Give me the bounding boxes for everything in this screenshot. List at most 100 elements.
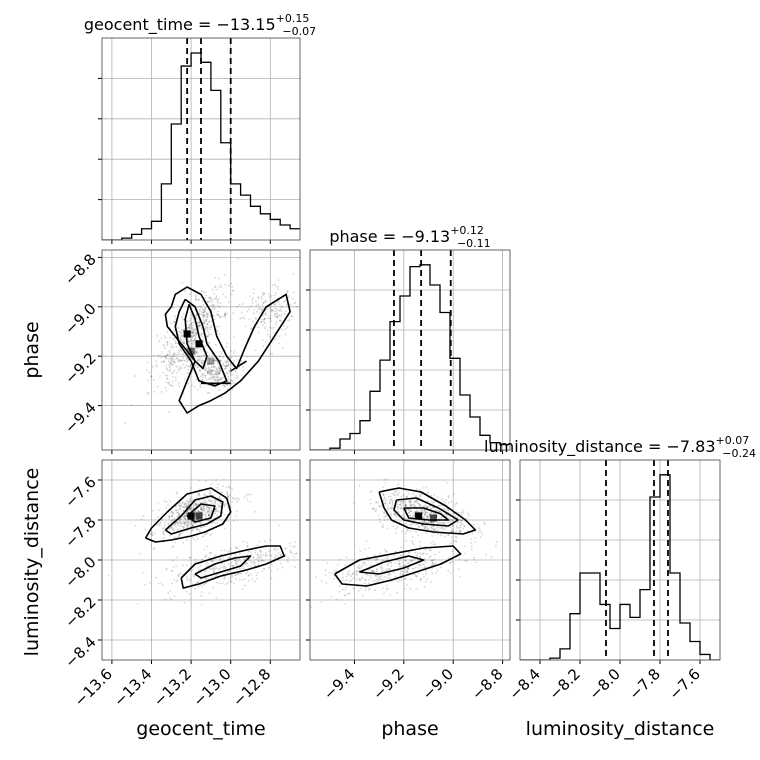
sample-point [424, 509, 427, 512]
sample-point [413, 505, 416, 508]
sample-point [428, 505, 431, 508]
sample-point [257, 560, 260, 562]
sample-point [207, 513, 210, 516]
sample-point [170, 343, 173, 345]
sample-point [246, 356, 249, 359]
sample-point [335, 570, 338, 573]
sample-point [250, 560, 253, 563]
sample-point [230, 561, 233, 564]
sample-point [409, 500, 412, 503]
sample-point [209, 490, 212, 493]
sample-point [384, 502, 387, 505]
sample-point [206, 370, 209, 373]
sample-point [179, 510, 182, 512]
sample-point [452, 541, 454, 544]
sample-point [175, 556, 178, 559]
sample-point [203, 548, 206, 551]
sample-point [210, 369, 213, 372]
sample-point [174, 354, 177, 356]
sample-point [207, 300, 209, 303]
sample-point [229, 580, 232, 583]
sample-point [224, 367, 227, 370]
sample-point [200, 508, 203, 511]
sample-point [190, 508, 192, 511]
sample-point [194, 332, 197, 335]
sample-point [212, 375, 215, 378]
sample-point [202, 513, 205, 516]
sample-point [170, 362, 173, 365]
sample-point [146, 361, 149, 364]
sample-point [432, 525, 435, 528]
sample-point [195, 527, 198, 530]
sample-point [385, 588, 388, 591]
sample-point [468, 514, 470, 517]
sample-point [170, 362, 172, 365]
contour-line-4 [230, 360, 247, 372]
sample-point [150, 544, 153, 547]
sample-point [419, 509, 422, 512]
sample-point [162, 360, 165, 363]
sample-point [165, 381, 168, 384]
ytick-label: −8.2 [61, 593, 99, 631]
sample-point [231, 565, 234, 567]
sample-point [418, 564, 421, 567]
sample-point [203, 492, 206, 495]
sample-point [358, 569, 361, 572]
sample-point [178, 514, 181, 517]
sample-point [444, 509, 447, 512]
sample-point [424, 512, 427, 515]
sample-point [171, 353, 174, 356]
sample-point [198, 321, 201, 324]
sample-point [217, 488, 220, 491]
sample-point [216, 298, 219, 301]
sample-point [180, 329, 183, 331]
sample-point [174, 340, 177, 343]
sample-point [407, 567, 409, 570]
sample-point [239, 568, 242, 571]
sample-point [364, 589, 367, 592]
sample-point [268, 293, 270, 296]
sample-point [163, 521, 166, 524]
panel-frame [101, 37, 301, 241]
sample-point [214, 512, 217, 515]
sample-point [234, 553, 237, 556]
sample-point [200, 508, 202, 511]
sample-point [393, 513, 396, 516]
sample-point [164, 336, 167, 339]
sample-point [199, 305, 202, 308]
sample-point [462, 509, 465, 512]
sample-point [207, 514, 210, 517]
sample-point [218, 370, 221, 373]
sample-point [203, 374, 206, 377]
sample-point [260, 559, 263, 562]
sample-point [244, 563, 247, 565]
sample-point [212, 586, 214, 589]
sample-point [252, 556, 255, 559]
sample-point [209, 358, 211, 361]
sample-point [400, 502, 402, 505]
sample-point [206, 328, 209, 331]
sample-point [170, 521, 173, 524]
sample-point [192, 523, 195, 526]
sample-point [424, 514, 426, 517]
sample-point [210, 532, 213, 535]
sample-point [455, 536, 458, 539]
sample-point [219, 370, 222, 372]
sample-point [182, 359, 185, 362]
sample-point [410, 510, 413, 512]
sample-point [188, 324, 191, 326]
sample-point [163, 525, 166, 528]
sample-point [167, 350, 170, 353]
sample-point [460, 519, 463, 522]
sample-point [189, 487, 192, 489]
sample-point [404, 502, 407, 504]
sample-point [207, 509, 210, 512]
sample-point [388, 568, 391, 570]
sample-point [216, 522, 219, 524]
sample-point [408, 501, 411, 504]
sample-point [433, 528, 435, 531]
sample-point [200, 306, 202, 309]
sample-point [212, 369, 215, 372]
sample-point [425, 486, 428, 488]
sample-point [179, 504, 182, 507]
